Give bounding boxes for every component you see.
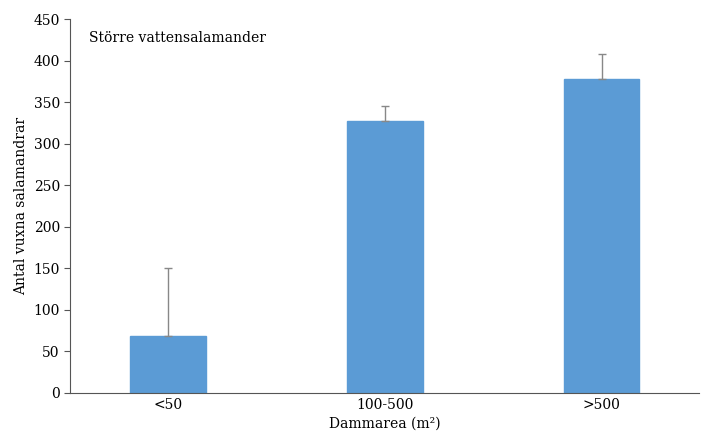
X-axis label: Dammarea (m²): Dammarea (m²) — [329, 417, 441, 431]
Bar — [563, 79, 640, 392]
Bar — [130, 336, 206, 392]
Bar — [347, 121, 423, 392]
Y-axis label: Antal vuxna salamandrar: Antal vuxna salamandrar — [14, 117, 28, 295]
Text: Större vattensalamander: Större vattensalamander — [89, 31, 266, 44]
